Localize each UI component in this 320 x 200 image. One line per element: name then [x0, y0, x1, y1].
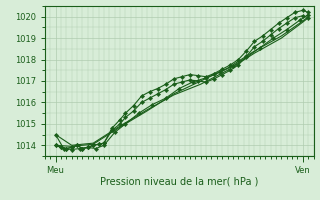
X-axis label: Pression niveau de la mer( hPa ): Pression niveau de la mer( hPa ) — [100, 177, 258, 187]
